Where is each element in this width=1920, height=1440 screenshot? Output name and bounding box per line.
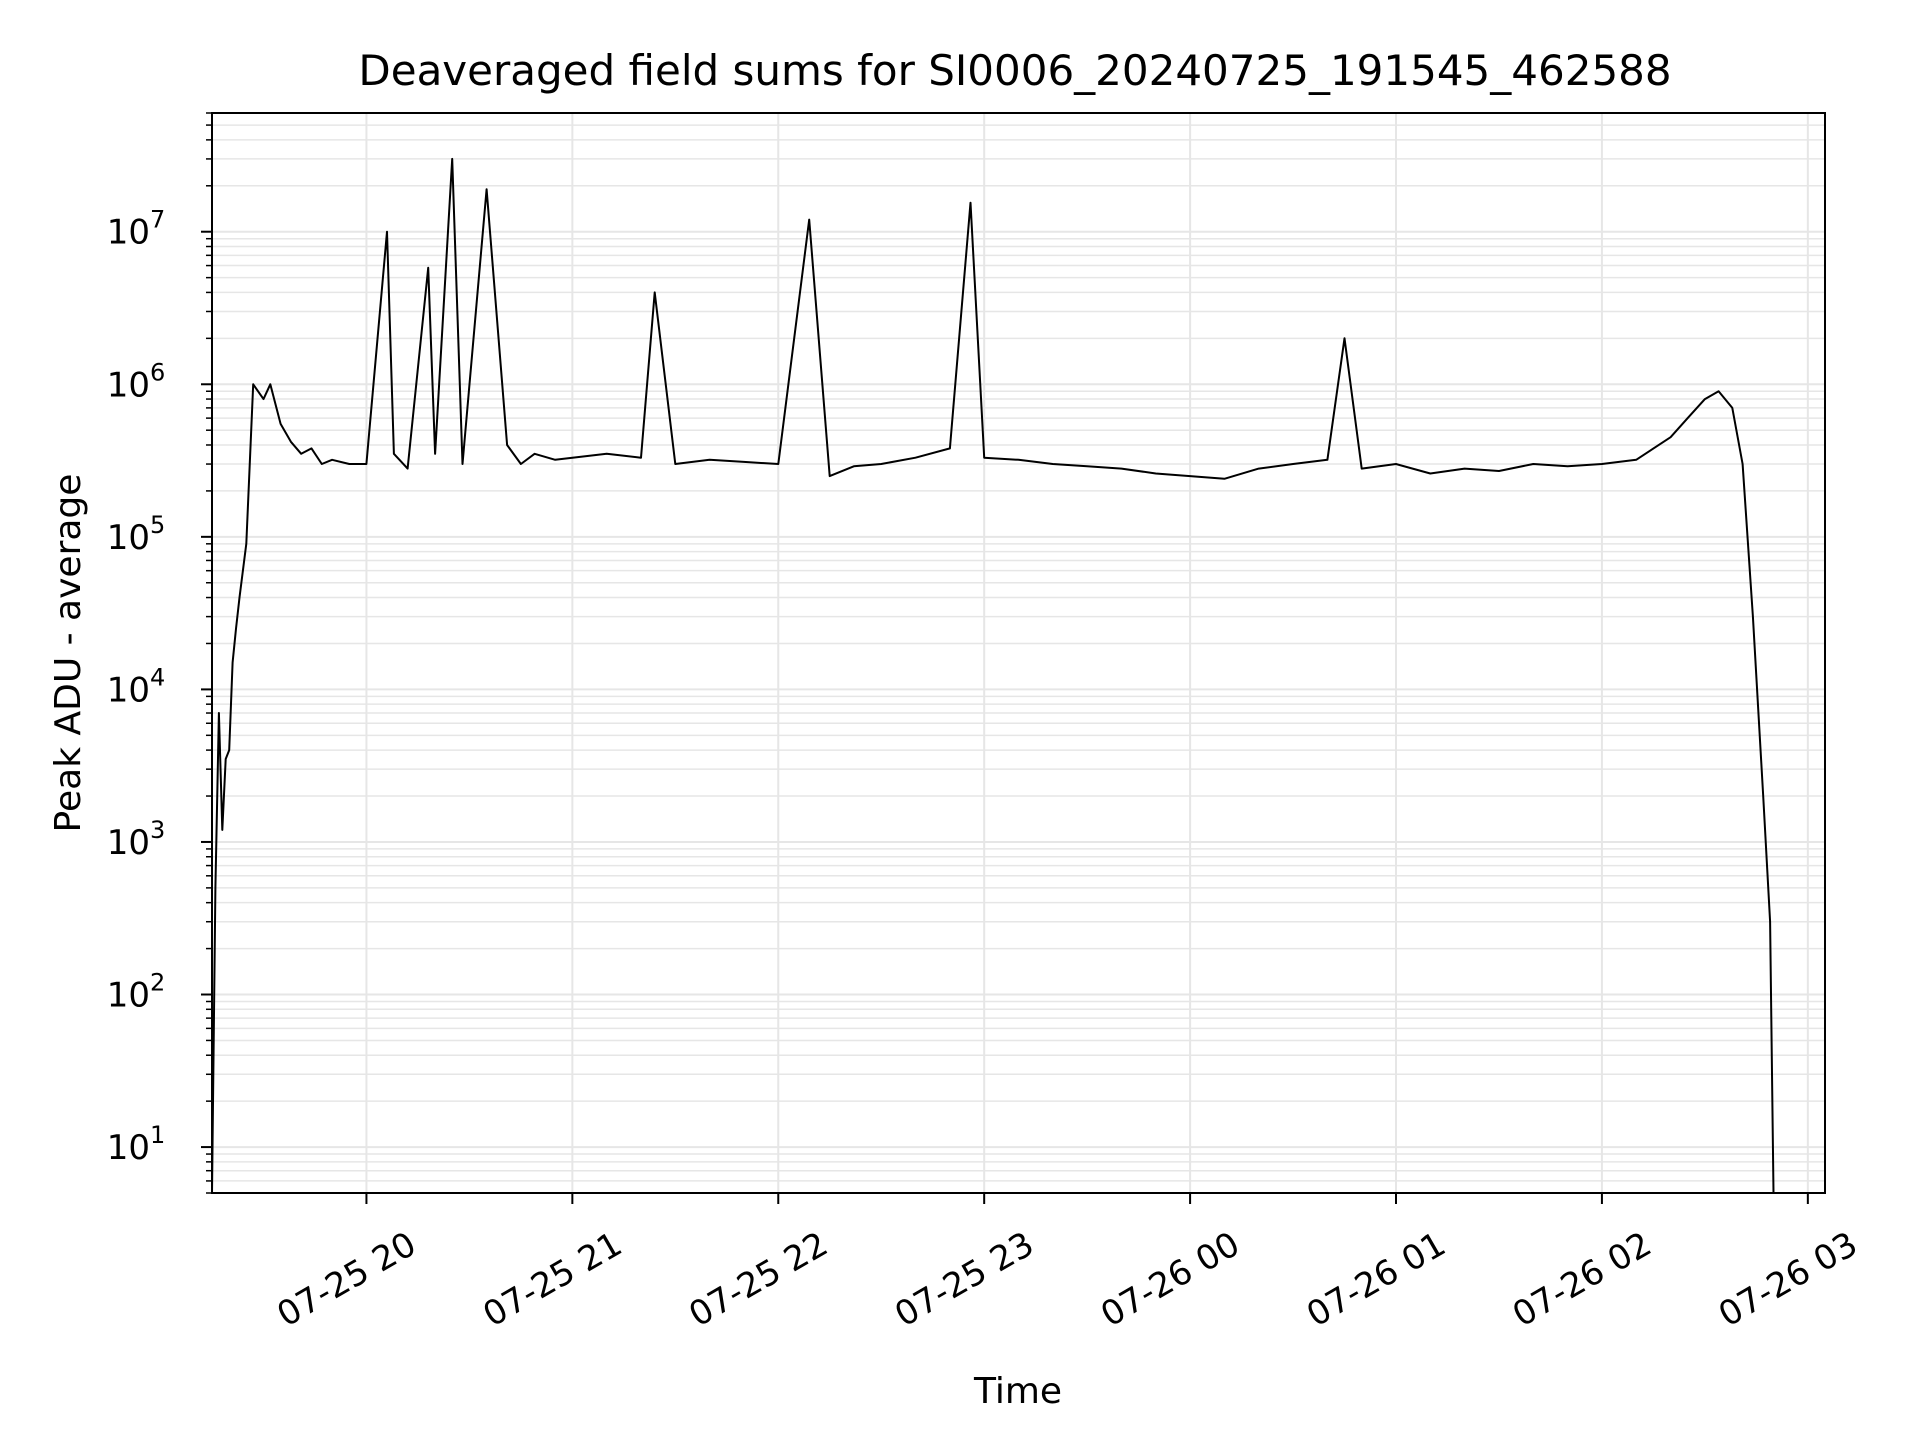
y-tick-exponent: 6 (150, 358, 165, 386)
y-tick-label: 10 (107, 976, 150, 1016)
x-axis-label: Time (973, 1371, 1062, 1412)
y-tick-label: 10 (107, 1128, 150, 1168)
y-tick-exponent: 3 (150, 816, 165, 844)
y-tick-label: 10 (107, 518, 150, 558)
y-tick-label: 10 (107, 670, 150, 710)
y-tick-exponent: 5 (150, 511, 165, 539)
y-tick-exponent: 2 (150, 969, 165, 997)
x-tick-label: 07-26 02 (1506, 1224, 1658, 1335)
x-tick-label: 07-25 22 (682, 1224, 834, 1335)
x-tick-label: 07-26 01 (1300, 1224, 1452, 1335)
grid (212, 112, 1825, 1194)
x-tick-label: 07-25 21 (476, 1224, 628, 1335)
chart-title: Deaveraged field sums for SI0006_2024072… (358, 46, 1671, 95)
y-axis-label: Peak ADU - average (48, 474, 89, 833)
y-tick-label: 10 (107, 213, 150, 253)
x-tick-label: 07-25 23 (888, 1224, 1040, 1335)
x-tick-label: 07-26 00 (1094, 1224, 1246, 1335)
plot-area (211, 157, 1775, 1194)
x-axis: 07-25 20 07-25 21 07-25 22 07-25 23 07-26 00… (271, 1193, 1864, 1335)
y-tick-label: 10 (107, 823, 150, 863)
series-line (211, 157, 1775, 1194)
y-tick-exponent: 1 (150, 1121, 165, 1149)
plot-frame (211, 112, 1826, 1194)
x-tick-label: 07-25 20 (271, 1224, 423, 1335)
x-tick-label: 07-26 03 (1712, 1224, 1864, 1335)
y-tick-label: 10 (107, 365, 150, 405)
y-tick-exponent: 4 (150, 663, 165, 691)
y-tick-exponent: 7 (150, 206, 165, 234)
